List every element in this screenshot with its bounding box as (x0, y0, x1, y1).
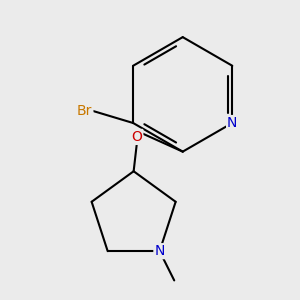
Text: Br: Br (77, 104, 92, 118)
Text: N: N (227, 116, 238, 130)
Text: N: N (154, 244, 165, 258)
Text: O: O (131, 130, 142, 144)
